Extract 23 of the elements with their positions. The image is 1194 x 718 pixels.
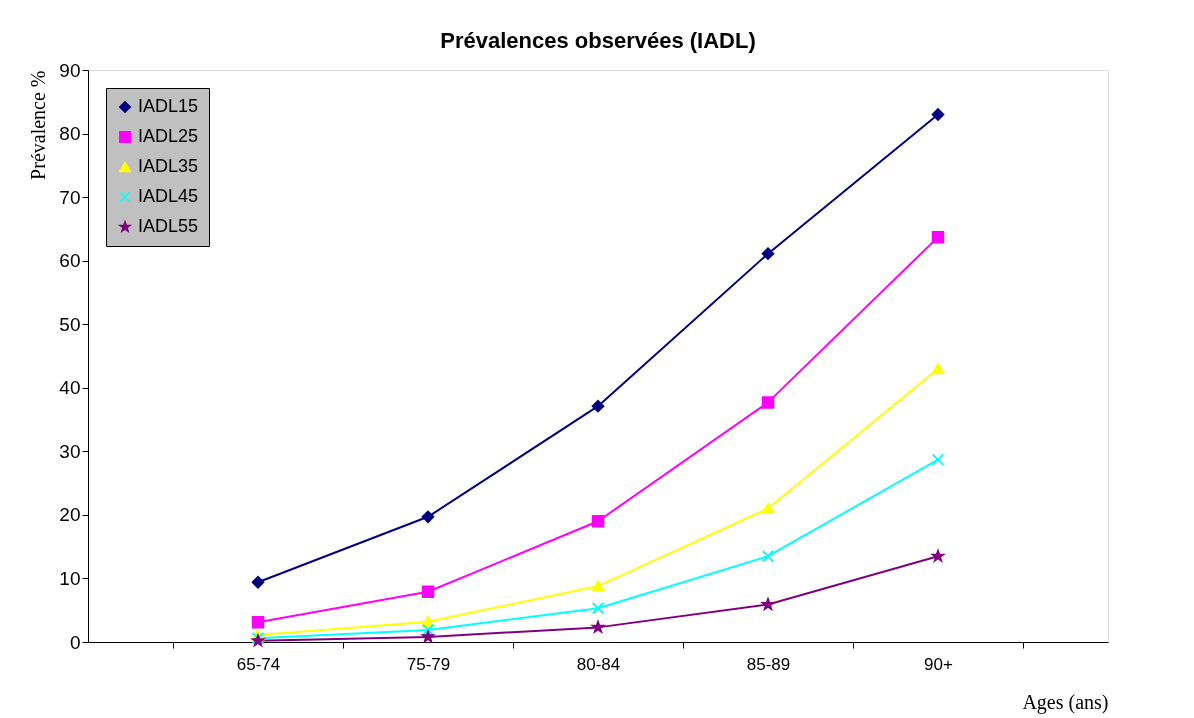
x-tick-label: 65-74 — [236, 654, 281, 674]
legend-label: IADL45 — [138, 186, 199, 206]
legend-label: IADL35 — [138, 156, 199, 176]
x-tick-label: 90+ — [924, 654, 953, 674]
y-axis-title: Prévalence % — [27, 70, 50, 180]
y-tick-label: 10 — [59, 567, 81, 589]
y-tick-label: 40 — [59, 377, 81, 399]
y-tick-label: 30 — [59, 440, 81, 462]
x-axis-title: Ages (ans) — [1022, 690, 1109, 714]
y-tick-label: 20 — [59, 504, 81, 526]
y-tick-label: 50 — [59, 313, 81, 335]
y-tick-label: 70 — [59, 186, 81, 208]
legend-label: IADL15 — [138, 96, 199, 116]
y-tick-label: 80 — [59, 123, 81, 145]
legend-label: IADL55 — [138, 216, 199, 236]
x-tick-label: 75-79 — [406, 654, 451, 674]
y-tick-label: 60 — [59, 250, 81, 272]
y-tick-label: 90 — [59, 59, 81, 81]
x-tick-label: 85-89 — [746, 654, 791, 674]
x-tick-label: 80-84 — [576, 654, 621, 674]
legend-label: IADL25 — [138, 126, 199, 146]
y-tick-label: 0 — [69, 631, 81, 653]
chart-title: Prévalences observées (IADL) — [440, 28, 756, 53]
